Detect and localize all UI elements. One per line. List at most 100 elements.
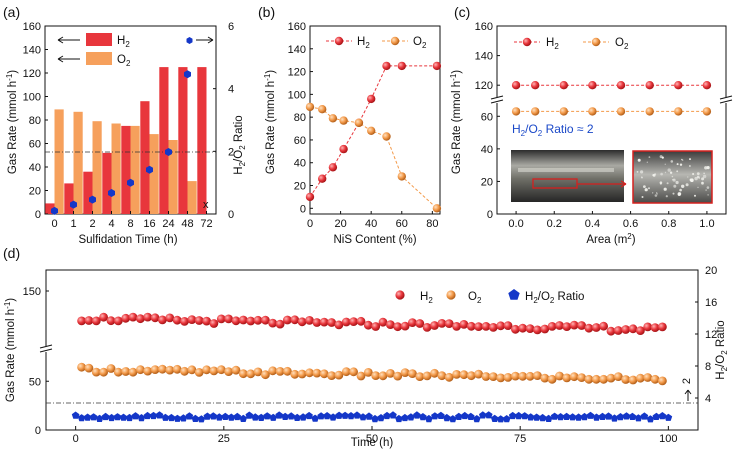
o2-point [312,368,322,378]
h2-point [238,315,248,325]
panel-a-bars [45,67,207,214]
panel-c: (c) 0.0 0.2 0.4 0.6 0.8 1.0 0 20 40 60 120 140 160 H… [449,4,733,246]
y-tick-label: 160 [23,21,41,33]
ratio-point [245,411,254,419]
o2-point [327,371,336,380]
y-tick-label: 140 [288,44,306,56]
ratio-point [532,413,541,421]
gas-bubble [694,176,698,181]
o2-point [224,367,234,376]
ratio-point [592,413,601,421]
h2-point [172,315,182,325]
y-tick-label: 20 [294,181,306,193]
gas-bubble [654,173,657,176]
ratio-point [425,414,433,423]
gas-bubble [692,173,695,175]
ratio-point [562,412,571,420]
gas-bubble [661,156,664,159]
ratio-point [658,412,667,420]
x-tick-label: 25 [218,433,230,445]
ratio-point [263,412,271,420]
y-tick-label: 120 [288,67,306,79]
panel-c-series [511,81,712,116]
y-tick-label: 0 [35,425,41,437]
ratio-point [634,414,643,422]
gas-bubble [656,192,658,194]
ratio-point [197,415,206,423]
h2-point [658,322,667,332]
h2-point [645,81,654,90]
h2-point [165,313,175,323]
ratio-point [604,412,613,420]
right-arrow-icon [196,36,214,44]
h2-point [378,317,388,327]
h2-point [84,316,94,325]
ratio-point [155,411,164,419]
gas-bubble [673,184,677,188]
o2-point [209,366,219,376]
x-tick-label: 2 [89,218,95,230]
legend-o2-swatch [86,52,112,65]
h2-point [674,81,683,90]
h2-point [283,315,292,325]
x-tick-label: 40 [365,218,377,230]
o2-point [511,107,521,116]
ratio-point [371,414,379,423]
ratio-point [419,413,427,421]
legend-o2-label: O2 [615,37,629,51]
gas-bubble [689,165,691,167]
h2-point [525,324,535,333]
o2-point [599,374,608,384]
ratio-point [227,413,236,421]
o2-point [290,369,300,379]
o2-point [268,366,278,376]
panel-c-ticks: 0.0 0.2 0.4 0.6 0.8 1.0 0 20 40 60 120 140 160 [475,21,715,230]
gas-bubble [706,186,710,189]
o2-point [488,372,498,381]
h2-point [415,319,425,328]
panel-b-ticks: 0 20 40 60 80 0 20 40 60 80 100 120 140 160 [288,21,439,230]
h2-point [386,320,395,329]
y-tick-label: 120 [23,68,41,80]
legend-h2-label: H2 [117,35,130,49]
ratio-point [305,411,313,420]
o2-point [339,116,348,125]
panel-a-ylabel: Gas Rate (mmol h-1) [5,70,19,174]
ratio-point [640,412,649,420]
o2-point [397,172,406,181]
h2-point [511,324,520,334]
ratio-point [275,411,283,419]
o2-point [367,126,376,135]
x-tick-label: 80 [426,218,438,230]
ratio-point [161,413,170,421]
y-tick-label: 60 [29,139,41,151]
panel-d-series [71,312,673,423]
o2-point [511,371,520,381]
gas-bubble [697,186,699,188]
h2-point [650,323,660,332]
gas-bubble [687,176,689,178]
h2-point [150,313,160,323]
o2-point [415,372,425,381]
o2-point [253,367,263,377]
panel-b-legend: H2 O2 [326,36,427,50]
o2-point [297,369,307,379]
ratio-point [215,413,224,421]
h2-point [327,318,336,327]
x-tick-label: 0.4 [585,218,600,230]
x-tick-label: 1.0 [699,218,714,230]
o2-point [606,373,616,383]
ratio-point [221,412,230,420]
ratio-point [113,413,122,421]
h2-point [577,321,586,330]
y-tick-label: 20 [481,176,493,188]
h2-point [99,312,108,322]
ratio-point [490,414,499,422]
o2-bar [168,140,178,214]
legend-o2-label: O2 [413,36,427,50]
ratio-point [233,412,242,421]
h2-point [466,321,476,331]
y-tick-label: 40 [294,158,306,170]
y-tick-label: 0 [487,209,493,221]
